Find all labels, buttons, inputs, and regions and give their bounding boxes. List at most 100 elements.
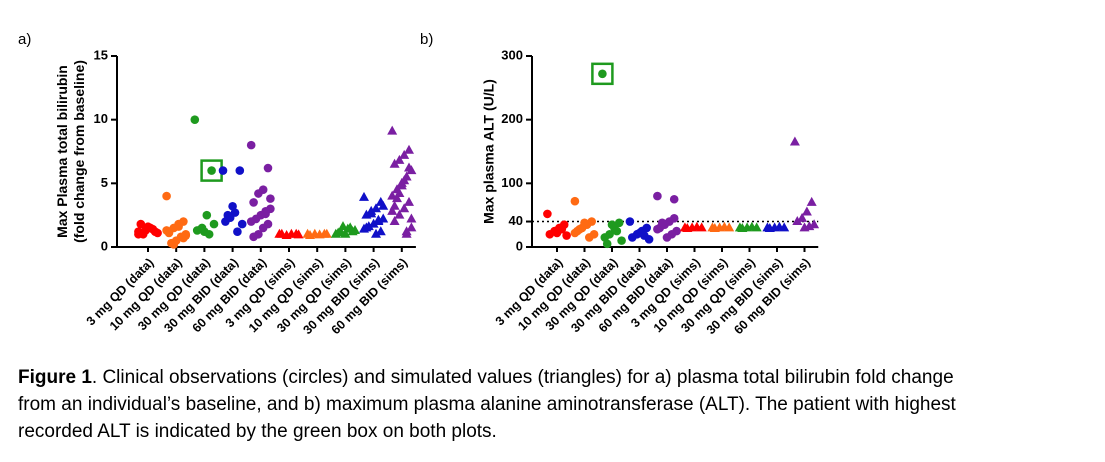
triangle-point [406, 213, 417, 223]
caption-text: . Clinical observations (circles) and si… [92, 367, 954, 388]
circle-point [162, 191, 171, 201]
circle-point [552, 228, 562, 238]
y-tick-label: 40 [509, 213, 523, 228]
circle-point [602, 239, 612, 249]
triangle-point [396, 180, 407, 190]
caption-label: Figure 1 [18, 367, 92, 388]
circle-point [254, 189, 263, 198]
circle-point [207, 166, 216, 175]
triangle-point [404, 196, 414, 206]
y-tick-label: 0 [101, 238, 108, 253]
circle-point [169, 240, 179, 249]
panel-label: b) [420, 31, 433, 48]
y-tick-label: 100 [501, 175, 523, 190]
circle-point [266, 194, 275, 203]
circle-point [570, 196, 580, 206]
y-tick-label: 5 [101, 175, 108, 190]
triangle-point [394, 188, 405, 198]
triangle-point [404, 162, 414, 172]
y-tick-label: 0 [516, 238, 523, 253]
circle-point [657, 218, 667, 228]
circle-point [653, 224, 662, 234]
circle-point [235, 166, 245, 175]
triangle-point [293, 229, 304, 239]
triangle-point [389, 216, 400, 226]
triangle-point [394, 209, 405, 219]
circle-point [136, 219, 146, 229]
triangle-point [789, 136, 800, 146]
caption-line: from an individual’s baseline, and b) ma… [18, 394, 957, 415]
circle-point [181, 231, 191, 240]
circle-point [237, 219, 247, 229]
triangle-point [340, 228, 351, 238]
circle-point [562, 231, 571, 240]
circle-point [635, 228, 644, 238]
y-tick-label: 10 [94, 111, 108, 126]
circle-point [249, 232, 258, 242]
circle-point [669, 194, 679, 204]
triangle-point [387, 205, 398, 215]
triangle-point [387, 125, 398, 135]
triangle-point [792, 216, 803, 226]
circle-point [223, 210, 233, 220]
circle-point [662, 233, 672, 242]
triangle-point [764, 223, 775, 233]
triangle-point [305, 230, 315, 240]
circle-point [200, 227, 209, 237]
triangle-point [392, 193, 402, 203]
circle-point [585, 233, 594, 242]
circle-point [143, 222, 153, 231]
circle-point [625, 217, 635, 226]
circle-point [134, 227, 143, 237]
triangle-point [366, 208, 377, 218]
circle-point [580, 218, 589, 228]
circle-point [261, 209, 270, 219]
circle-point [249, 198, 258, 207]
circle-point [209, 219, 219, 229]
triangle-point [404, 144, 414, 154]
circle-point [545, 229, 555, 239]
y-tick-label: 15 [94, 47, 108, 62]
triangle-point [276, 228, 287, 238]
triangle-point [389, 200, 400, 210]
circle-point [258, 223, 268, 233]
triangle-point [361, 222, 372, 232]
circle-point [570, 228, 580, 238]
triangle-point [806, 196, 817, 206]
triangle-point [378, 200, 389, 210]
circle-point [543, 209, 552, 219]
triangle-point [399, 203, 410, 213]
circle-point [607, 220, 617, 230]
triangle-point [321, 228, 332, 238]
circle-point [192, 226, 202, 235]
circle-point [617, 236, 626, 245]
triangle-point [389, 158, 400, 168]
triangle-point [801, 206, 812, 216]
circle-point [246, 217, 256, 226]
triangle-point [359, 191, 369, 201]
y-tick-label: 300 [501, 47, 523, 62]
caption-line: Figure 1. Clinical observations (circles… [18, 367, 954, 388]
triangle-point [350, 224, 360, 234]
circle-point [598, 69, 607, 79]
circle-point [628, 233, 637, 242]
triangle-point [709, 223, 720, 233]
circle-point [218, 166, 228, 175]
triangle-point [401, 226, 412, 236]
triangle-point [373, 214, 384, 224]
circle-point [233, 227, 242, 237]
triangle-point [737, 223, 748, 233]
triangle-point [371, 228, 381, 238]
y-tick-label: 200 [501, 111, 523, 126]
triangle-point [797, 212, 808, 222]
triangle-point [799, 222, 810, 232]
triangle-point [406, 222, 417, 232]
triangle-point [345, 222, 356, 232]
panel-label: a) [18, 31, 31, 48]
caption-line: recorded ALT is indicated by the green b… [18, 421, 497, 442]
circle-point [653, 191, 662, 201]
triangle-point [335, 226, 346, 236]
highlight-box [591, 62, 614, 86]
circle-point [174, 222, 183, 231]
